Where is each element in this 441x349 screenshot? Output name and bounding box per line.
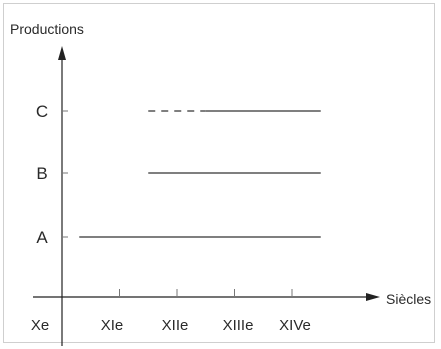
x-tick-label: XIIIe xyxy=(223,317,254,334)
x-axis-label: Siècles xyxy=(386,291,431,307)
y-axis-arrow xyxy=(58,46,66,60)
x-tick-label: XIIe xyxy=(162,317,189,334)
y-tick-label: A xyxy=(36,228,48,247)
y-axis-label: Productions xyxy=(10,21,84,37)
y-tick-label: B xyxy=(36,164,47,183)
x-axis-arrow xyxy=(366,293,380,301)
x-tick-label: Xe xyxy=(31,317,49,334)
x-tick-label: XIVe xyxy=(279,317,311,334)
y-tick-label: C xyxy=(36,102,48,121)
x-ticks: Xe XIe XIIe XIIIe XIVe xyxy=(31,289,311,334)
axes xyxy=(33,46,380,346)
x-tick-label: XIe xyxy=(101,317,124,334)
y-ticks: A B C xyxy=(36,102,68,247)
segments xyxy=(79,110,321,238)
